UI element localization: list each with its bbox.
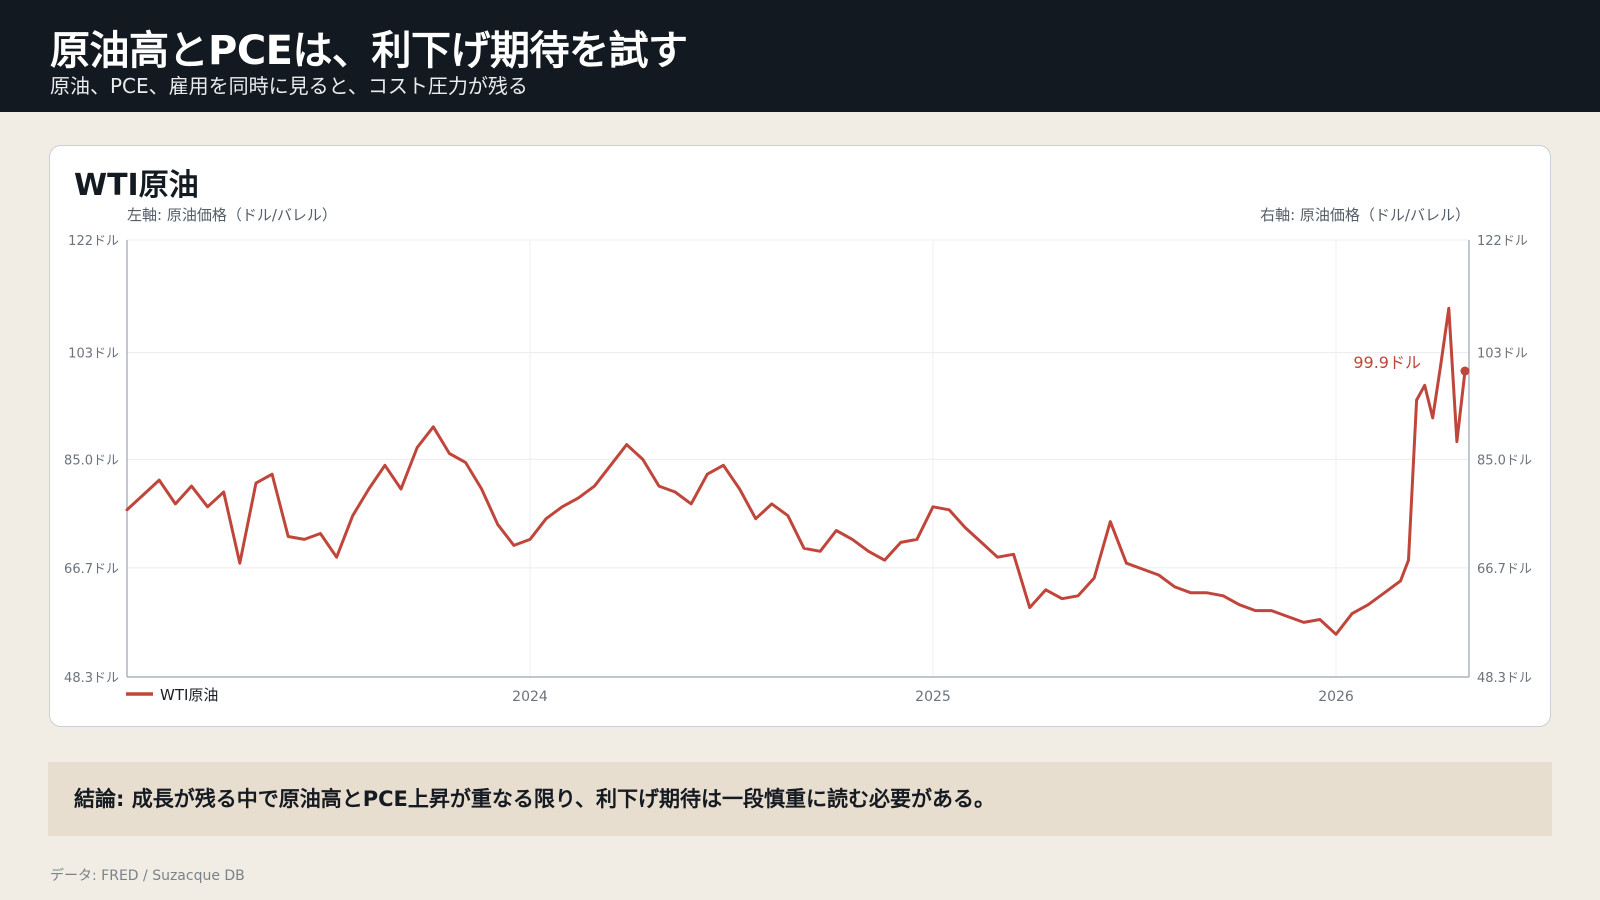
- right-axis-label: 右軸: 原油価格（ドル/バレル）: [1260, 206, 1470, 224]
- page-subtitle: 原油、PCE、雇用を同時に見ると、コスト圧力が残る: [50, 74, 528, 98]
- y-tick-label-left: 66.7ドル: [64, 562, 119, 577]
- chart-title: WTI原油: [74, 168, 199, 203]
- x-tick-label: 2025: [915, 689, 951, 705]
- y-tick-label-right: 48.3ドル: [1477, 671, 1532, 686]
- x-tick-label: 2026: [1318, 689, 1354, 705]
- last-value-label: 99.9ドル: [1353, 353, 1421, 372]
- y-tick-label-left: 122ドル: [68, 234, 119, 249]
- legend-label: WTI原油: [160, 686, 218, 704]
- conclusion-box: 結論: 成長が残る中で原油高とPCE上昇が重なる限り、利下げ期待は一段慎重に読む…: [48, 762, 1552, 836]
- page-title: 原油高とPCEは、利下げ期待を試す: [50, 28, 688, 74]
- y-tick-label-left: 103ドル: [68, 347, 119, 362]
- page-header: 原油高とPCEは、利下げ期待を試す 原油、PCE、雇用を同時に見ると、コスト圧力…: [0, 0, 1600, 112]
- y-tick-label-right: 103ドル: [1477, 347, 1528, 362]
- y-tick-label-left: 85.0ドル: [64, 453, 119, 468]
- y-tick-label-right: 85.0ドル: [1477, 453, 1532, 468]
- left-axis-label: 左軸: 原油価格（ドル/バレル）: [127, 206, 337, 224]
- chart-card: WTI原油 左軸: 原油価格（ドル/バレル） 右軸: 原油価格（ドル/バレル） …: [49, 145, 1551, 727]
- y-tick-label-right: 66.7ドル: [1477, 562, 1532, 577]
- x-tick-label: 2024: [512, 689, 548, 705]
- y-tick-label-right: 122ドル: [1477, 234, 1528, 249]
- conclusion-text: 結論: 成長が残る中で原油高とPCE上昇が重なる限り、利下げ期待は一段慎重に読む…: [74, 787, 996, 811]
- wti-line-chart: 48.3ドル 48.3ドル 66.7ドル 66.7ドル 85.0ドル 85.0ドル 103ド…: [64, 234, 1532, 705]
- source-note: データ: FRED / Suzacque DB: [50, 868, 245, 884]
- last-value-marker: [1460, 366, 1470, 376]
- y-tick-label-left: 48.3ドル: [64, 671, 119, 686]
- series-line-wti: [125, 306, 1467, 636]
